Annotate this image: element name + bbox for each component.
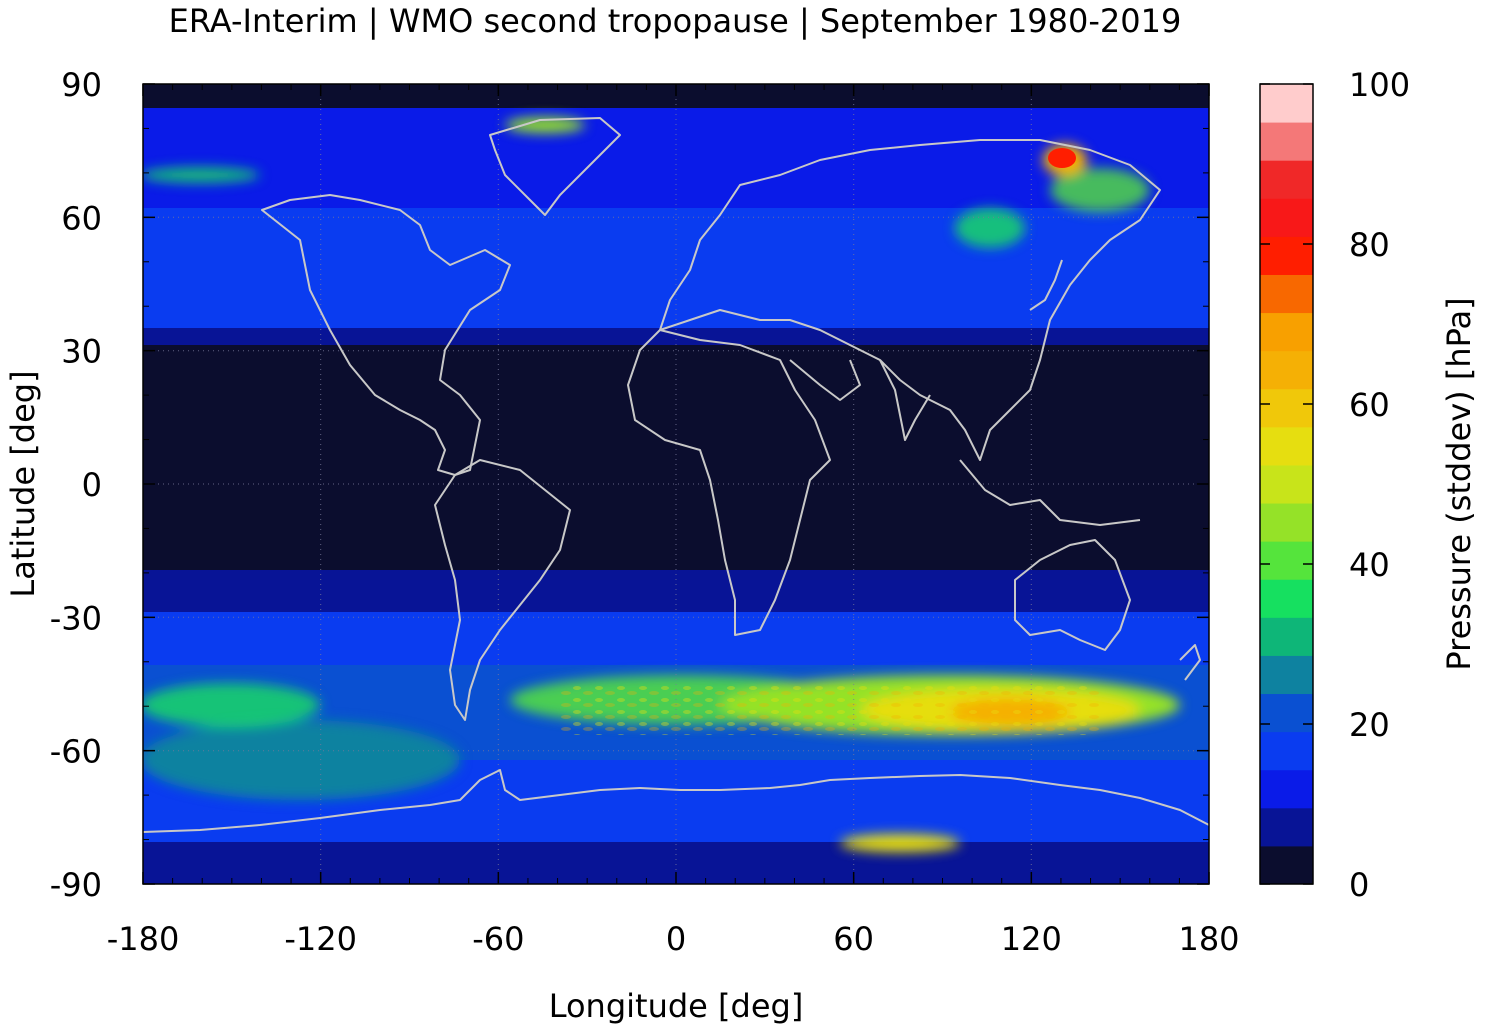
x-axis: -180 -120 -60 0 60 120 180 xyxy=(107,84,1240,958)
colorbar-swatch xyxy=(1260,350,1313,390)
y-axis-label: Latitude [deg] xyxy=(4,370,42,597)
y-tick-label: 90 xyxy=(61,66,102,104)
y-tick-label: -90 xyxy=(50,866,102,904)
band-subtropical-south xyxy=(143,570,1209,615)
colorbar-swatch xyxy=(1260,845,1313,885)
y-tick-label: 30 xyxy=(61,333,102,371)
y-axis: 90 60 30 0 -30 -60 -90 xyxy=(50,66,1209,904)
colorbar-tick-label: 100 xyxy=(1349,66,1410,104)
x-tick-label: -180 xyxy=(107,920,180,958)
coast-australia xyxy=(1014,539,1131,651)
colorbar-label: Pressure (stddev) [hPa] xyxy=(1440,297,1478,670)
colorbar-tick-label: 60 xyxy=(1349,386,1390,424)
coast-new-zealand xyxy=(1179,644,1201,681)
x-tick-label: -120 xyxy=(284,920,357,958)
pacific-teal-patch xyxy=(143,720,460,800)
colorbar-swatch xyxy=(1260,693,1313,733)
colorbar xyxy=(1260,84,1313,885)
east-siberia-green xyxy=(1050,168,1150,212)
colorbar-swatch xyxy=(1260,274,1313,314)
chart-title: ERA-Interim | WMO second tropopause | Se… xyxy=(169,2,1182,40)
colorbar-tick-label: 0 xyxy=(1349,866,1369,904)
colorbar-swatch xyxy=(1260,731,1313,771)
colorbar-swatch xyxy=(1260,579,1313,618)
y-tick-label: 0 xyxy=(82,466,102,504)
x-tick-label: 60 xyxy=(833,920,874,958)
coast-eurasia xyxy=(659,139,1161,461)
colorbar-swatch xyxy=(1260,464,1313,504)
colorbar-tick-label: 20 xyxy=(1349,706,1390,744)
antarctic-plateau-feature xyxy=(840,834,960,852)
colorbar-swatch xyxy=(1260,617,1313,656)
colorbar-swatch xyxy=(1260,655,1313,695)
storm-track-texture xyxy=(560,685,1100,735)
x-axis-label: Longitude [deg] xyxy=(549,987,804,1025)
map-grid xyxy=(143,84,1209,884)
arctic-green-streak-1 xyxy=(505,117,585,133)
colorbar-swatch xyxy=(1260,503,1313,542)
colorbar-tick-label: 40 xyxy=(1349,546,1390,584)
colorbar-swatch xyxy=(1260,807,1313,847)
coast-japan xyxy=(1029,259,1063,311)
siberia-green-patch xyxy=(955,208,1025,248)
coast-europe-africa xyxy=(627,329,831,636)
y-tick-label: -30 xyxy=(50,599,102,637)
y-tick-label: -60 xyxy=(50,733,102,771)
y-tick-label: 60 xyxy=(61,199,102,237)
colorbar-swatch xyxy=(1260,312,1313,352)
coast-south-america xyxy=(434,459,571,721)
coast-greenland xyxy=(489,117,621,216)
map-plot xyxy=(143,84,1209,884)
coast-north-america xyxy=(261,194,511,476)
colorbar-tick-label: 80 xyxy=(1349,226,1390,264)
x-tick-label: 120 xyxy=(1001,920,1062,958)
coast-maritime-continent xyxy=(959,459,1141,526)
coast-arabia xyxy=(789,359,861,401)
storm-track-green-west xyxy=(143,683,320,727)
colorbar-swatch xyxy=(1260,122,1313,161)
coast-antarctica xyxy=(143,769,1209,833)
colorbar-frame xyxy=(1259,83,1314,885)
colorbar-swatch xyxy=(1260,769,1313,809)
colorbar-swatch xyxy=(1260,84,1313,123)
colorbar-swatch xyxy=(1260,388,1313,428)
colorbar-swatch xyxy=(1260,160,1313,199)
x-tick-label: -60 xyxy=(472,920,524,958)
colorbar-swatch xyxy=(1260,541,1313,580)
colorbar-swatch xyxy=(1260,198,1313,237)
coastlines xyxy=(143,117,1209,833)
coast-indian-peninsula xyxy=(879,359,931,441)
colorbar-axis: 100 80 60 40 20 0 xyxy=(1260,66,1410,904)
colorbar-swatch xyxy=(1260,236,1313,275)
colorbar-swatch xyxy=(1260,426,1313,466)
x-tick-label: 180 xyxy=(1178,920,1239,958)
arctic-green-streak-2 xyxy=(143,167,260,183)
x-tick-label: 0 xyxy=(666,920,686,958)
east-siberia-red xyxy=(1048,148,1076,168)
